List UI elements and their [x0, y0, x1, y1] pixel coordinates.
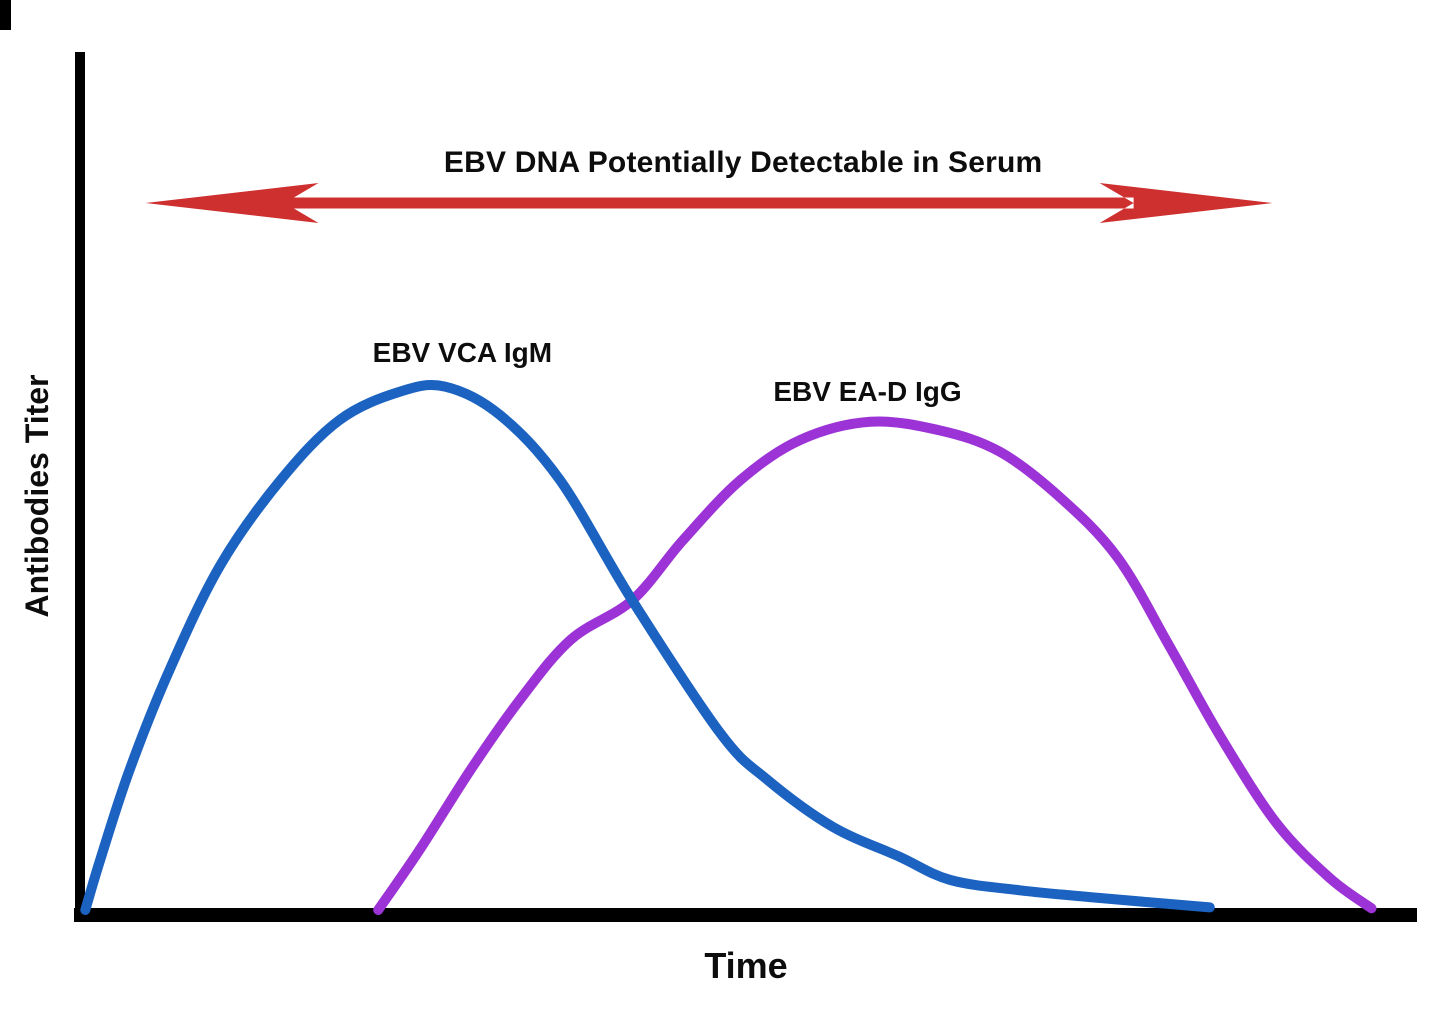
y-axis-label: Antibodies Titer [19, 374, 55, 618]
corner-artifact-mark [0, 0, 11, 30]
curve-ebv-vca-igm [80, 380, 1215, 915]
curve-label-ebv-ea-d-igg: EBV EA-D IgG [773, 375, 962, 407]
curve-ebv-ea-d-igg [373, 416, 1377, 915]
arrow-annotation-label: EBV DNA Potentially Detectable in Serum [443, 145, 1043, 179]
dna-detectable-range-arrow [145, 183, 1273, 224]
curve-label-ebv-vca-igm: EBV VCA IgM [372, 337, 553, 369]
y-axis-line [75, 52, 85, 922]
x-axis-line [74, 908, 1417, 922]
x-axis-label: Time [704, 945, 788, 986]
